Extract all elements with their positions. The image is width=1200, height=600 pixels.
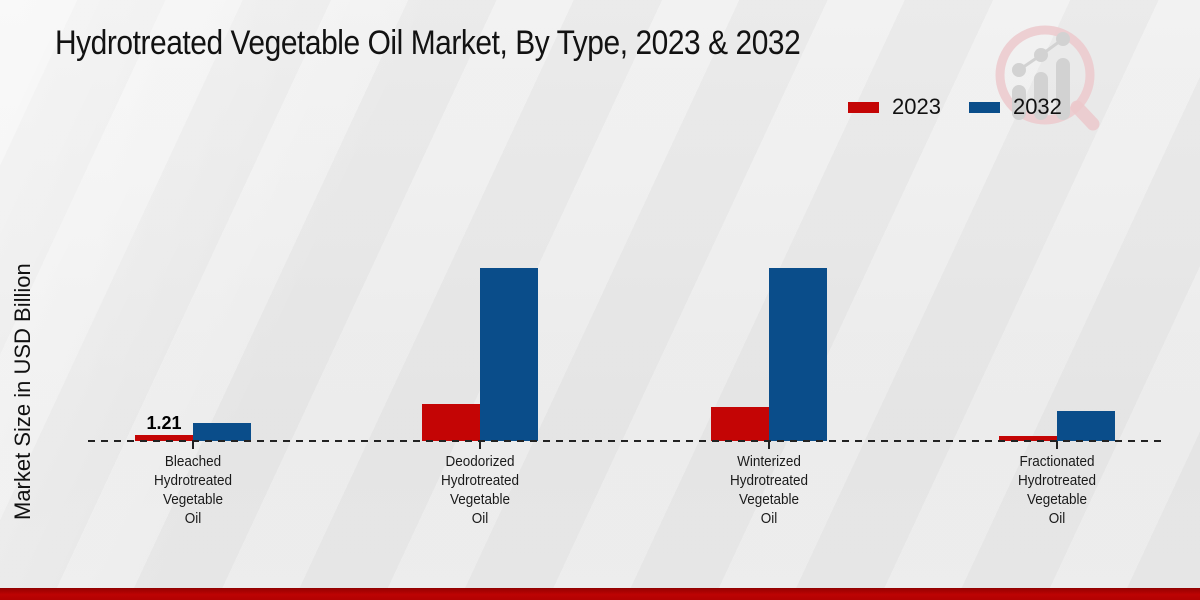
bar-2032-deodorized [480, 268, 538, 441]
category-label-winterized: Winterized Hydrotreated Vegetable Oil [729, 453, 809, 527]
bar-2032-fractionated [1057, 411, 1115, 441]
bar-2023-bleached [135, 435, 193, 441]
legend-swatch-2023 [848, 101, 879, 113]
legend-swatch-2032 [968, 101, 1000, 113]
category-label-fractionated: Fractionated Hydrotreated Vegetable Oil [1017, 453, 1097, 527]
x-tick [1056, 441, 1058, 449]
chart-title: Hydrotreated Vegetable Oil Market, By Ty… [55, 24, 801, 62]
x-tick [192, 441, 194, 449]
bar-2032-bleached [193, 423, 251, 441]
category-label-bleached: Bleached Hydrotreated Vegetable Oil [153, 453, 233, 527]
bar-2023-winterized [711, 407, 769, 441]
brand-watermark-icon [995, 25, 1100, 131]
bar-2023-fractionated [999, 436, 1057, 441]
value-label-2023-bleached: 1.21 [146, 413, 182, 433]
bar-2032-winterized [769, 268, 827, 441]
footer-accent-bar [0, 588, 1200, 600]
legend-item-2032: 2032 [968, 94, 1062, 120]
x-tick [768, 441, 770, 449]
x-axis-line [88, 440, 1164, 442]
bar-2023-deodorized [422, 404, 480, 441]
legend-label-2023: 2023 [892, 94, 941, 119]
legend-item-2023: 2023 [848, 94, 941, 120]
legend-label-2032: 2032 [1012, 94, 1062, 119]
category-label-deodorized: Deodorized Hydrotreated Vegetable Oil [440, 453, 520, 527]
x-tick [479, 441, 481, 449]
legend: 2023 2032 [848, 94, 1062, 120]
